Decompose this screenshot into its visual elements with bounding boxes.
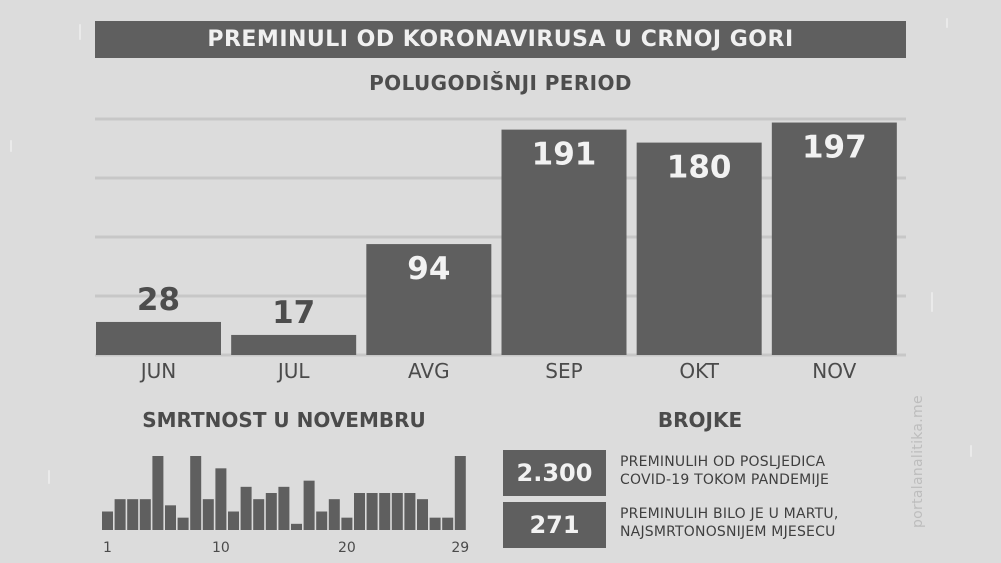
main-tick-labels: JUN JUL AVG SEP OKT NOV (139, 359, 857, 383)
day-bar-11 (228, 511, 239, 530)
day-bar-26 (417, 499, 428, 530)
value-label-okt: 180 (667, 150, 732, 186)
main-grid (95, 117, 906, 357)
background-speck (970, 445, 972, 457)
day-bar-1 (102, 511, 113, 530)
bar-sep (501, 129, 627, 355)
day-bar-12 (240, 486, 252, 530)
background-speck (10, 140, 12, 152)
stat-description-line: PREMINULIH OD POSLJEDICA (620, 454, 826, 470)
stat-description-line: NAJSMRTONOSNIJEM MJESECU (620, 524, 836, 540)
value-label-sep: 191 (532, 137, 597, 173)
stat-value: 2.300 (516, 459, 593, 487)
day-bar-4 (139, 499, 151, 530)
main-value-labels: 28 17 94 191 180 197 (137, 130, 867, 331)
bar-avg (366, 244, 492, 355)
value-label-jul: 17 (272, 295, 315, 331)
day-bar-29 (454, 456, 466, 530)
day-tick-10: 10 (212, 540, 230, 556)
november-deaths-chart: 1 10 20 29 (102, 456, 469, 556)
day-bar-24 (391, 493, 403, 530)
november-bars (102, 456, 466, 530)
bar-jul (231, 334, 357, 355)
background-speck (79, 24, 81, 40)
bar-okt (636, 142, 762, 355)
stat-description-line: PREMINULIH BILO JE U MARTU, (620, 506, 839, 522)
tick-label-jun: JUN (139, 359, 177, 383)
background-speck (48, 470, 50, 484)
day-bar-14 (265, 493, 277, 530)
chart-title-banner: PREMINULI OD KORONAVIRUSA U CRNOJ GORI (95, 21, 906, 58)
day-tick-29: 29 (451, 540, 469, 556)
day-bar-10 (215, 468, 227, 530)
value-label-jun: 28 (137, 282, 180, 318)
day-bar-8 (190, 456, 202, 530)
value-label-avg: 94 (407, 251, 450, 287)
stat-description-line: COVID-19 TOKOM PANDEMIJE (620, 472, 830, 488)
bar-nov (771, 122, 897, 355)
stat-value: 271 (529, 511, 580, 539)
day-bar-16 (291, 523, 302, 530)
day-bar-23 (379, 493, 391, 530)
day-bar-6 (165, 505, 176, 530)
main-bars (96, 122, 897, 355)
stat-value-box: 2.300 (503, 450, 606, 496)
background-speck (946, 18, 948, 28)
watermark-text: portalanalitika.me (910, 395, 926, 528)
background-speck (931, 292, 933, 312)
bar-jun (96, 321, 221, 355)
day-bar-5 (152, 456, 164, 530)
day-tick-20: 20 (338, 540, 356, 556)
day-bar-27 (429, 517, 441, 530)
day-bar-13 (253, 499, 265, 530)
day-bar-17 (303, 480, 315, 530)
day-bar-3 (127, 499, 139, 530)
november-tick-labels: 1 10 20 29 (103, 540, 469, 556)
november-chart-title: SMRTNOST U NOVEMBRU (142, 408, 426, 432)
stats-title: BROJKE (657, 408, 743, 432)
tick-label-avg: AVG (408, 359, 450, 383)
stat-description: PREMINULIH OD POSLJEDICA COVID-19 TOKOM … (620, 453, 890, 489)
day-bar-9 (202, 499, 214, 530)
chart-subtitle: POLUGODIŠNJI PERIOD (369, 71, 632, 95)
stat-value-box: 271 (503, 502, 606, 548)
tick-label-nov: NOV (812, 359, 856, 383)
tick-label-sep: SEP (545, 359, 582, 383)
day-bar-15 (278, 486, 290, 530)
day-tick-1: 1 (103, 540, 112, 556)
stat-card-march: 271 PREMINULIH BILO JE U MARTU, NAJSMRTO… (503, 502, 893, 548)
value-label-nov: 197 (802, 130, 867, 166)
stat-card-total: 2.300 PREMINULIH OD POSLJEDICA COVID-19 … (503, 450, 893, 496)
day-bar-18 (316, 511, 328, 530)
day-bar-28 (442, 517, 454, 530)
chart-title: PREMINULI OD KORONAVIRUSA U CRNOJ GORI (207, 27, 794, 52)
day-bar-2 (114, 499, 126, 530)
day-bar-7 (177, 517, 189, 530)
day-bar-21 (354, 493, 365, 530)
day-bar-19 (328, 499, 340, 530)
day-bar-20 (341, 517, 353, 530)
watermark: portalanalitika.me (910, 388, 930, 548)
stat-description: PREMINULIH BILO JE U MARTU, NAJSMRTONOSN… (620, 505, 890, 541)
tick-label-jul: JUL (276, 359, 311, 383)
monthly-deaths-bar-chart: 28 17 94 191 180 197 JUN JUL AVG SEP OKT NOV (95, 117, 906, 383)
day-bar-22 (366, 493, 378, 530)
day-bar-25 (404, 493, 416, 530)
tick-label-okt: OKT (679, 359, 719, 383)
